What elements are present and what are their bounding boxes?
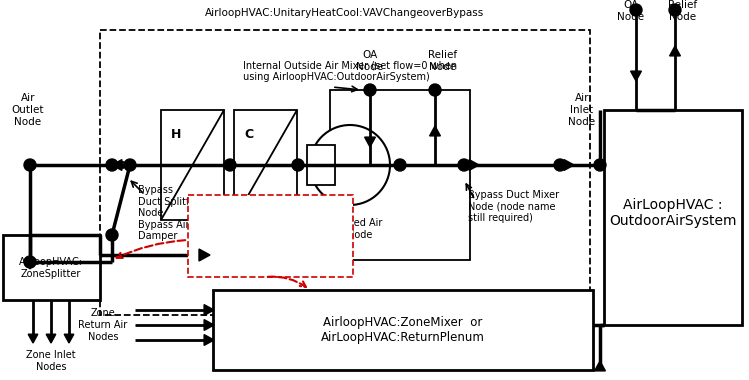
Polygon shape [199, 249, 210, 261]
Polygon shape [595, 361, 605, 371]
Circle shape [106, 159, 118, 171]
Text: AirloopHVAC:ZoneMixer  or
AirLoopHVAC:ReturnPlenum: AirloopHVAC:ZoneMixer or AirLoopHVAC:Ret… [321, 316, 485, 344]
Text: Air
Outlet
Node: Air Outlet Node [12, 93, 44, 127]
Text: Bypass Duct Mixer
Node (node name
still required): Bypass Duct Mixer Node (node name still … [468, 190, 559, 223]
Circle shape [594, 159, 606, 171]
Polygon shape [25, 259, 35, 269]
Text: OA
Node: OA Node [357, 51, 383, 72]
Polygon shape [564, 160, 574, 170]
Text: C: C [244, 128, 253, 141]
Circle shape [669, 4, 681, 16]
Circle shape [394, 159, 406, 171]
Text: Zone Inlet
Nodes: Zone Inlet Nodes [26, 350, 76, 372]
FancyBboxPatch shape [3, 235, 100, 300]
FancyBboxPatch shape [307, 145, 335, 185]
Text: Zone
Return Air
Nodes: Zone Return Air Nodes [79, 309, 127, 342]
Polygon shape [204, 320, 214, 330]
FancyBboxPatch shape [188, 195, 353, 277]
Circle shape [310, 125, 390, 205]
Circle shape [364, 84, 376, 96]
Text: Mixed Air
Node: Mixed Air Node [337, 218, 383, 240]
FancyBboxPatch shape [234, 110, 297, 220]
Text: C: C [280, 197, 289, 210]
Polygon shape [46, 334, 55, 343]
Polygon shape [28, 334, 37, 343]
Polygon shape [204, 305, 214, 315]
Polygon shape [670, 46, 680, 56]
Polygon shape [64, 334, 74, 343]
Circle shape [292, 159, 304, 171]
FancyBboxPatch shape [161, 110, 224, 220]
Text: Add plenum or mixer inlet
node name here: Add plenum or mixer inlet node name here [193, 226, 347, 248]
Polygon shape [469, 160, 479, 170]
Text: Relief
Node: Relief Node [668, 0, 697, 22]
Text: OA
Node: OA Node [617, 0, 645, 22]
Circle shape [24, 159, 36, 171]
Circle shape [429, 84, 441, 96]
Text: Internal Outside Air Mixer (set flow=0 when
using AirloopHVAC:OutdoorAirSystem): Internal Outside Air Mixer (set flow=0 w… [243, 60, 457, 82]
Text: Air
Inlet
Node: Air Inlet Node [568, 93, 595, 127]
Circle shape [24, 256, 36, 268]
FancyBboxPatch shape [604, 110, 742, 325]
Polygon shape [204, 335, 214, 345]
Circle shape [124, 159, 136, 171]
Text: AirloopHVAC:
ZoneSplitter: AirloopHVAC: ZoneSplitter [19, 257, 83, 279]
Polygon shape [112, 160, 122, 170]
Circle shape [224, 159, 236, 171]
Text: AirLoopHVAC :
OutdoorAirSystem: AirLoopHVAC : OutdoorAirSystem [609, 198, 737, 228]
Circle shape [106, 229, 118, 241]
Circle shape [458, 159, 470, 171]
Text: H: H [171, 128, 181, 141]
Circle shape [554, 159, 566, 171]
Text: Relief
Node: Relief Node [428, 51, 458, 72]
Text: C: C [207, 197, 216, 210]
Polygon shape [365, 137, 375, 147]
FancyBboxPatch shape [213, 290, 593, 370]
Text: Bypass
Duct Splitter
Node
Bypass Air
Damper: Bypass Duct Splitter Node Bypass Air Dam… [138, 185, 200, 241]
Polygon shape [631, 71, 641, 81]
FancyBboxPatch shape [330, 90, 470, 260]
Text: AirloopHVAC:UnitaryHeatCool:VAVChangeoverBypass: AirloopHVAC:UnitaryHeatCool:VAVChangeove… [205, 8, 485, 18]
Polygon shape [430, 126, 440, 136]
Circle shape [630, 4, 642, 16]
